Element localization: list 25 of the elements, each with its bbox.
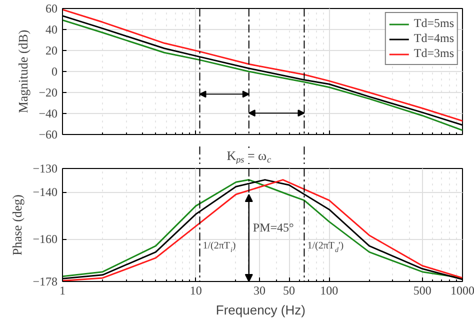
annotation: PM=45° [252,220,294,234]
x-axis-title: Frequency (Hz) [216,302,306,318]
y-tick-label: −160 [32,232,58,246]
x-tick-label: 30 [253,284,266,298]
y-tick-label: −178 [32,274,58,288]
x-tick-label: 1000 [450,284,474,298]
y-tick-label: −130 [32,162,58,176]
x-tick-label: 1 [60,284,66,298]
y-tick-label: −140 [32,185,58,200]
x-tick-label: 10 [190,284,202,298]
y-tick-label: 0 [52,64,58,78]
y-tick-label: 20 [46,44,58,58]
y-axis-title: Phase (deg) [10,194,25,256]
legend-label: Td=3ms [414,46,454,61]
y-tick-label: −20 [38,86,58,100]
x-tick-label: 500 [413,284,432,298]
y-tick-label: 60 [46,2,58,16]
x-tick-label: 50 [283,284,296,298]
y-axis-title: Magnitude (dB) [16,30,31,114]
legend-label: Td=5ms [414,16,454,31]
y-tick-label: −40 [38,106,58,120]
x-tick-label: 100 [320,284,338,298]
legend-label: Td=4ms [414,31,454,46]
y-tick-label: 40 [46,22,58,36]
y-tick-label: −60 [38,128,58,142]
